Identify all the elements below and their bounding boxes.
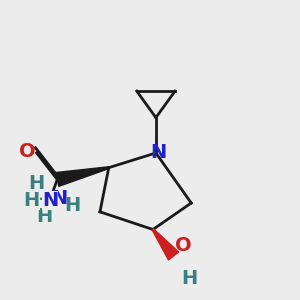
- Text: N: N: [151, 143, 167, 162]
- Text: O: O: [175, 236, 192, 254]
- Polygon shape: [152, 229, 179, 260]
- Text: O: O: [20, 142, 36, 161]
- Text: N: N: [42, 190, 58, 210]
- Text: N: N: [51, 189, 68, 208]
- Text: H: H: [32, 190, 48, 210]
- Text: H: H: [23, 190, 40, 210]
- Text: H: H: [64, 196, 81, 215]
- Polygon shape: [56, 167, 109, 186]
- Text: H: H: [182, 268, 198, 288]
- Text: H: H: [36, 207, 52, 226]
- Text: H: H: [28, 174, 45, 194]
